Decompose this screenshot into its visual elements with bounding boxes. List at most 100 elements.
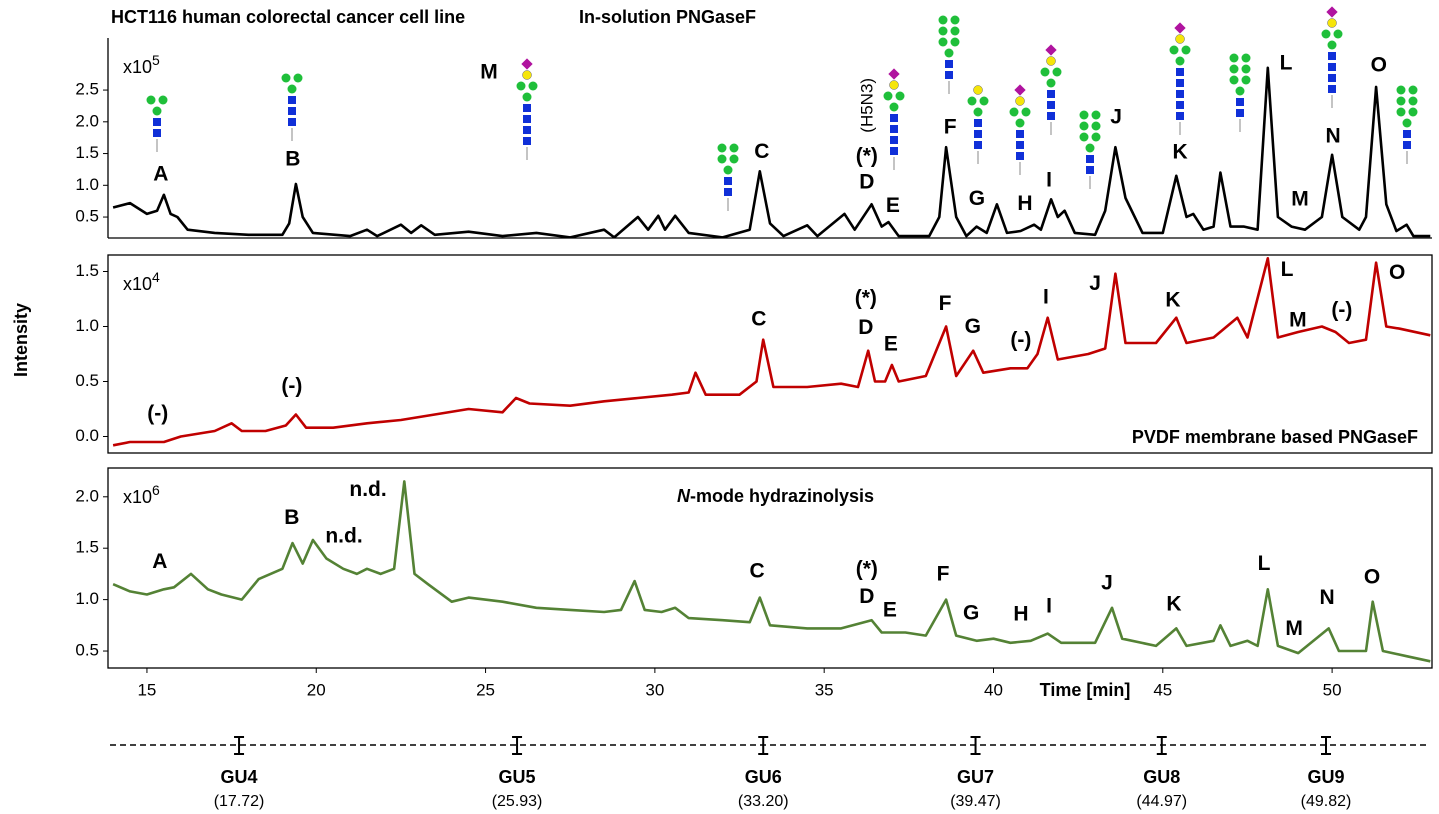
mannose [1040, 67, 1050, 77]
peak-label: H [1017, 192, 1032, 215]
y-axis-title: Intensity [11, 303, 31, 377]
galactose [1175, 34, 1185, 44]
peak-label: (-) [1331, 299, 1352, 322]
glcnac [1047, 101, 1055, 109]
galactose [889, 80, 899, 90]
glycan-icon [717, 143, 739, 211]
scale-base: x10 [123, 57, 152, 77]
y-tick-label: 1.5 [75, 538, 99, 557]
mannose [1333, 29, 1343, 39]
peak-label: O [1371, 53, 1387, 76]
gu-name: GU5 [499, 767, 536, 787]
panel-frame [107, 467, 1433, 669]
mannose [522, 92, 532, 102]
glcnac [288, 107, 296, 115]
peak-label: I [1046, 594, 1052, 617]
glcnac [1328, 52, 1336, 60]
peak-label: K [1165, 289, 1180, 312]
peak-label: F [939, 292, 952, 315]
sialic-acid [1326, 6, 1338, 18]
peak-label: J [1110, 106, 1122, 129]
glcnac [523, 137, 531, 145]
glcnac [1016, 130, 1024, 138]
gu-name: GU4 [221, 767, 258, 787]
peak-label: M [1289, 309, 1307, 332]
galactose [1327, 18, 1337, 28]
y-tick-label: 2.5 [75, 80, 99, 99]
mannose [146, 95, 156, 105]
sialic-acid [888, 68, 900, 80]
sialic-acid [1014, 84, 1026, 96]
mannose [1235, 86, 1245, 96]
peak-label: M [480, 60, 498, 83]
peak-label: B [285, 147, 300, 170]
glcnac [890, 147, 898, 155]
glcnac [1328, 74, 1336, 82]
peak-label: B [284, 506, 299, 529]
mannose [1079, 110, 1089, 120]
peak-label: L [1280, 52, 1293, 75]
mannose [1175, 56, 1185, 66]
mannose [967, 96, 977, 106]
glcnac [1016, 141, 1024, 149]
peak-label: G [963, 602, 979, 625]
glcnac [153, 129, 161, 137]
gu-marker [512, 736, 523, 755]
peak-label: F [944, 116, 957, 139]
peak-label: C [751, 307, 766, 330]
glycan-icon [281, 73, 303, 141]
trace [112, 257, 1431, 447]
peak-label: (*) [856, 557, 878, 580]
sialic-acid [1045, 44, 1057, 56]
scale-label: x106 [123, 482, 160, 507]
scale-exponent: 6 [152, 482, 160, 498]
mannose [1091, 110, 1101, 120]
peak-label: N [1326, 125, 1341, 148]
x-tick-label: 30 [645, 680, 664, 699]
x-tick-label: 20 [307, 680, 326, 699]
chart-subtitle: PVDF membrane based PNGaseF [1132, 427, 1418, 447]
trace [112, 480, 1431, 663]
glcnac [288, 118, 296, 126]
scale-exponent: 4 [152, 269, 160, 285]
y-tick-label: 0.5 [75, 641, 99, 660]
peak-label: (-) [1010, 328, 1031, 351]
glcnac [1176, 112, 1184, 120]
y-tick-label: 0.5 [75, 207, 99, 226]
glcnac [724, 188, 732, 196]
mannose [1321, 29, 1331, 39]
peak-label: J [1089, 272, 1101, 295]
gu-name: GU7 [957, 767, 994, 787]
mannose [950, 37, 960, 47]
gu-time: (44.97) [1136, 793, 1187, 810]
gu-marker [234, 736, 245, 755]
peak-label: J [1101, 572, 1113, 595]
y-tick-label: 1.0 [75, 316, 99, 335]
peak-label: I [1046, 168, 1052, 191]
x-tick-label: 35 [815, 680, 834, 699]
mannose [528, 81, 538, 91]
mannose [293, 73, 303, 83]
glcnac [890, 125, 898, 133]
mannose [729, 154, 739, 164]
mannose [1241, 64, 1251, 74]
gu-name: GU8 [1143, 767, 1180, 787]
x-tick-label: 15 [137, 680, 156, 699]
glycan-icon [516, 58, 538, 160]
sialic-acid [521, 58, 533, 70]
mannose [158, 95, 168, 105]
mannose [1015, 118, 1025, 128]
mannose [1402, 118, 1412, 128]
mannose [944, 48, 954, 58]
glycan-icon [938, 15, 960, 94]
peak-label: (-) [281, 375, 302, 398]
gu-marker [758, 736, 769, 755]
mannose [1396, 107, 1406, 117]
mannose [1396, 96, 1406, 106]
mannose [979, 96, 989, 106]
mannose [938, 37, 948, 47]
glycan-icon [1229, 53, 1251, 132]
mannose [287, 84, 297, 94]
gu-time: (33.20) [738, 793, 789, 810]
